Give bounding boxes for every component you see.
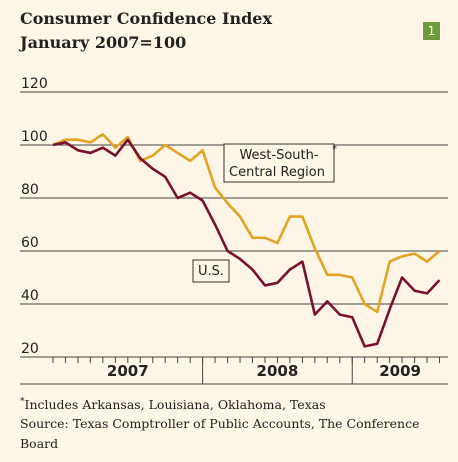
chart: 20 40 60 80 100 120 2007 2008 2009 West-South- Cen… — [20, 76, 448, 385]
x-tick-label: 2007 — [107, 362, 149, 380]
legend-wsc: West-South- Central Region * — [223, 143, 337, 183]
label-box — [223, 143, 335, 183]
chart-subtitle: January 2007=100 — [20, 33, 187, 52]
badge: 1 — [423, 22, 440, 40]
y-tick-label: 40 — [21, 288, 39, 304]
y-tick-label: 20 — [21, 341, 39, 357]
y-tick-label: 60 — [21, 235, 39, 251]
y-tick-label: 100 — [21, 129, 48, 145]
y-tick-label: 80 — [21, 182, 39, 198]
series-line — [52, 133, 441, 314]
y-tick-label: 120 — [21, 76, 48, 92]
legend-label: West-South- — [239, 148, 318, 163]
x-tick-label: 2009 — [379, 362, 421, 380]
source: Source: Texas Comptroller of Public Acco… — [20, 416, 420, 451]
footnote: *Includes Arkansas, Louisiana, Oklahoma,… — [20, 392, 445, 415]
x-tick-label: 2008 — [257, 362, 299, 380]
footnote-marker: * — [20, 397, 25, 407]
series-line — [52, 138, 441, 348]
legend-label: Central Region — [229, 165, 325, 180]
footnote-text: Includes Arkansas, Louisiana, Oklahoma, … — [24, 397, 326, 413]
label-box — [192, 259, 230, 283]
chart-title: Consumer Confidence Index — [20, 9, 272, 28]
annotation-marker: * — [332, 144, 337, 155]
legend-label: U.S. — [198, 264, 224, 279]
